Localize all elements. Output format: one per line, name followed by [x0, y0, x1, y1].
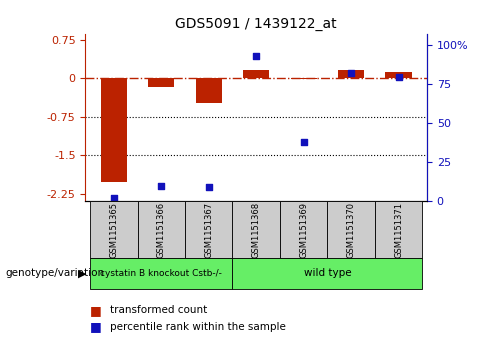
Text: GSM1151371: GSM1151371 [394, 201, 403, 258]
Text: GSM1151368: GSM1151368 [252, 201, 261, 258]
Point [205, 184, 213, 190]
Point [395, 74, 403, 79]
Bar [148, 78, 174, 87]
Bar [101, 78, 127, 182]
Text: GSM1151365: GSM1151365 [109, 201, 119, 258]
Text: transformed count: transformed count [110, 305, 207, 315]
Text: ■: ■ [90, 304, 102, 317]
Text: GSM1151366: GSM1151366 [157, 201, 166, 258]
Text: ▶: ▶ [78, 268, 86, 278]
Point [300, 139, 307, 145]
Point [252, 53, 260, 59]
Bar [243, 70, 269, 78]
Text: genotype/variation: genotype/variation [5, 268, 104, 278]
Text: GSM1151369: GSM1151369 [299, 201, 308, 258]
Bar [290, 78, 317, 79]
Text: GSM1151367: GSM1151367 [204, 201, 213, 258]
Title: GDS5091 / 1439122_at: GDS5091 / 1439122_at [175, 17, 337, 31]
Text: cystatin B knockout Cstb-/-: cystatin B knockout Cstb-/- [101, 269, 222, 278]
Text: GSM1151370: GSM1151370 [346, 201, 356, 258]
Bar [386, 72, 411, 78]
Bar [196, 78, 222, 103]
Point [110, 195, 118, 201]
Text: wild type: wild type [304, 268, 351, 278]
Text: ■: ■ [90, 320, 102, 333]
Point [347, 70, 355, 76]
Point [158, 183, 165, 189]
Bar [338, 70, 364, 78]
Text: percentile rank within the sample: percentile rank within the sample [110, 322, 285, 332]
